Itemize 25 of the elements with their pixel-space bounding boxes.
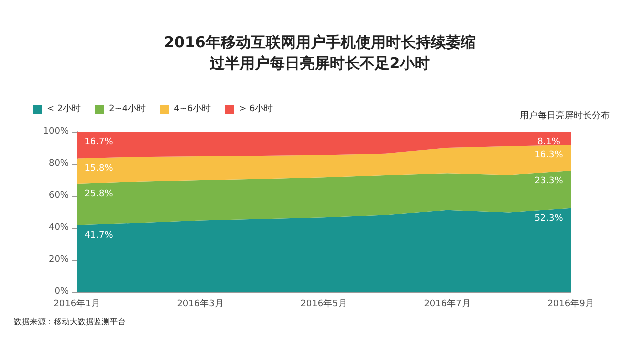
data-label: 16.7% bbox=[84, 138, 114, 148]
text: 用户每日亮屏时长分布 bbox=[520, 110, 610, 122]
source-note: 数据来源：移动大数据监测平台 bbox=[14, 318, 126, 326]
x-tick-label: 2016年5月 bbox=[300, 298, 348, 310]
chart-title: 2016年移动互联网用户手机使用时长持续萎缩 bbox=[164, 34, 476, 52]
chart-subtitle: 过半用户每日亮屏时长不足2小时 bbox=[208, 54, 430, 72]
legend-label: > 6小时 bbox=[239, 104, 274, 114]
y-tick-label: 100% bbox=[43, 127, 70, 137]
y-tick-label: 80% bbox=[48, 159, 70, 169]
y-tick-label: 0% bbox=[54, 287, 70, 297]
y-tick-label: 60% bbox=[48, 191, 70, 201]
data-label: 16.3% bbox=[534, 150, 564, 160]
legend-label: 4~6小时 bbox=[174, 104, 212, 114]
data-label: 25.8% bbox=[84, 190, 114, 200]
x-tick-label: 2016年3月 bbox=[177, 298, 224, 310]
data-label: 15.8% bbox=[84, 164, 114, 174]
legend-label: < 2小时 bbox=[47, 104, 82, 114]
legend-label: 2~4小时 bbox=[109, 104, 146, 114]
x-tick-label: 2016年1月 bbox=[54, 298, 100, 310]
y-tick-label: 20% bbox=[48, 255, 70, 265]
x-tick-label: 2016年7月 bbox=[424, 298, 471, 310]
y-tick-label: 40% bbox=[48, 223, 70, 233]
data-label: 8.1% bbox=[538, 138, 561, 148]
data-label: 23.3% bbox=[534, 176, 564, 187]
x-tick-label: 2016年9月 bbox=[548, 298, 594, 310]
